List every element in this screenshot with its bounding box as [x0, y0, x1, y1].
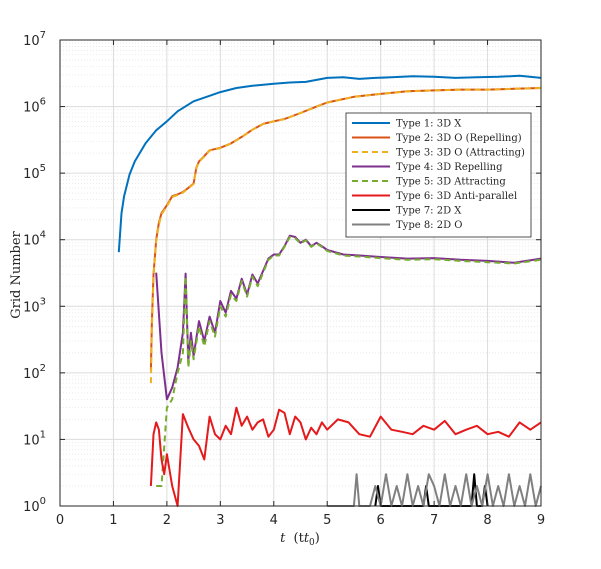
- y-tick-label: 102: [23, 363, 46, 382]
- x-axis-title-unit-close: ): [315, 531, 320, 546]
- legend-label-1: Type 1: 3D X: [396, 119, 462, 130]
- legend-label-7: Type 7: 2D X: [396, 206, 462, 217]
- x-axis-title-main: t: [280, 531, 286, 546]
- y-tick-label: 106: [23, 97, 46, 116]
- y-tick-label-exponent: 5: [40, 163, 46, 174]
- x-tick-label: 6: [377, 513, 385, 528]
- x-tick-label: 1: [109, 513, 117, 528]
- y-tick-label-base: 10: [23, 433, 40, 448]
- y-tick-label-base: 10: [23, 167, 40, 182]
- x-tick-label: 4: [270, 513, 278, 528]
- series-line-8: [327, 473, 542, 507]
- y-tick-label: 103: [23, 296, 46, 315]
- y-tick-label-base: 10: [23, 367, 40, 382]
- y-tick-label-base: 10: [23, 500, 40, 515]
- y-axis-title: Grid Number: [9, 230, 24, 318]
- series-line-5: [156, 236, 542, 487]
- y-tick-label-base: 10: [23, 34, 40, 49]
- axes-frame: [59, 39, 542, 507]
- y-tick-label-base: 10: [23, 234, 40, 249]
- y-tick-label: 107: [23, 30, 46, 49]
- minor-grid: [60, 42, 541, 487]
- legend-label-6: Type 6: 3D Anti-parallel: [396, 191, 517, 202]
- legend-label-4: Type 4: 3D Repelling: [396, 162, 503, 173]
- x-axis-title-unit-sub: 0: [309, 538, 315, 548]
- y-tick-label-base: 10: [23, 101, 40, 116]
- series-line-6: [149, 406, 542, 507]
- series-line-3: [149, 87, 542, 384]
- x-tick-label: 8: [483, 513, 491, 528]
- x-axis-ticks: 0 1 2 3 4 5 6 7 8 9: [56, 40, 545, 528]
- legend-label-8: Type 8: 2D O: [396, 220, 462, 231]
- legend-label-5: Type 5: 3D Attracting: [396, 177, 506, 188]
- y-tick-label-exponent: 3: [40, 296, 46, 307]
- x-tick-label: 3: [216, 513, 224, 528]
- x-tick-label: 7: [430, 513, 438, 528]
- legend: Type 1: 3D X Type 2: 3D O (Repelling) Type…: [345, 112, 532, 238]
- series-layer: [117, 74, 542, 507]
- x-tick-label: 2: [163, 513, 171, 528]
- x-axis-title-unit-t: t: [304, 531, 310, 546]
- y-tick-label: 101: [23, 429, 46, 448]
- x-tick-label: 0: [56, 513, 64, 528]
- x-tick-label: 5: [323, 513, 331, 528]
- y-tick-label: 105: [23, 163, 46, 182]
- x-tick-label: 9: [537, 513, 545, 528]
- y-tick-label-exponent: 7: [40, 30, 46, 41]
- axes-box: [59, 39, 542, 507]
- y-tick-label-exponent: 2: [40, 363, 46, 374]
- y-tick-label-exponent: 4: [40, 230, 46, 241]
- x-axis-title: t (tt0): [280, 531, 320, 548]
- legend-label-2: Type 2: 3D O (Repelling): [396, 133, 522, 144]
- y-tick-label-exponent: 1: [40, 429, 46, 440]
- legend-box: [345, 112, 532, 238]
- y-tick-label-base: 10: [23, 300, 40, 315]
- y-tick-label: 104: [23, 230, 46, 249]
- legend-label-3: Type 3: 3D O (Attracting): [396, 148, 525, 159]
- y-tick-label: 100: [23, 496, 46, 515]
- y-tick-label-exponent: 6: [40, 97, 46, 108]
- series-line-1: [117, 74, 542, 253]
- x-axis-title-unit-open: (t: [294, 531, 305, 546]
- y-tick-label-exponent: 0: [40, 496, 46, 507]
